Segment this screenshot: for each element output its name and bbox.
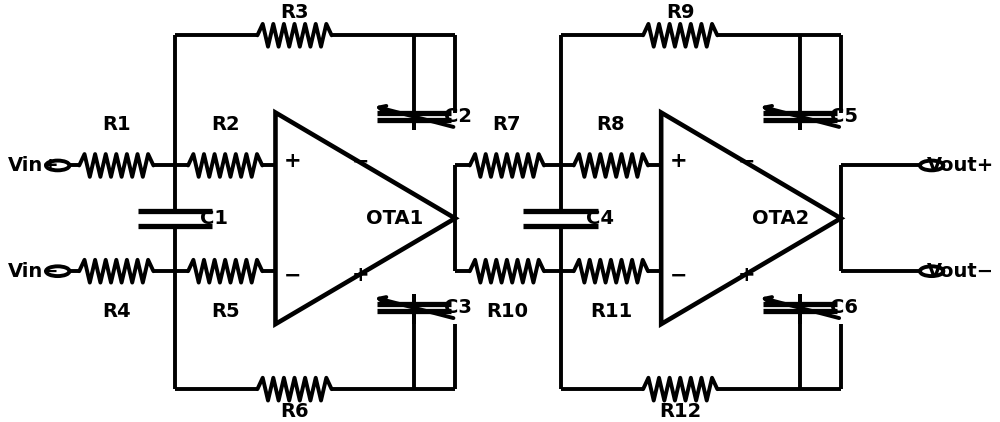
Text: R10: R10: [486, 303, 528, 322]
Text: R9: R9: [666, 3, 694, 22]
Text: −: −: [284, 265, 302, 285]
Text: R11: R11: [590, 303, 632, 322]
Text: OTA2: OTA2: [752, 209, 809, 228]
Text: +: +: [352, 265, 369, 285]
Text: Vout−: Vout−: [927, 262, 995, 281]
Text: C5: C5: [830, 107, 858, 126]
Text: +: +: [670, 151, 688, 171]
Text: Vin+: Vin+: [7, 156, 59, 175]
Text: R3: R3: [280, 3, 309, 22]
Text: Vout+: Vout+: [927, 156, 995, 175]
Text: −: −: [352, 151, 369, 171]
Text: R2: R2: [211, 115, 239, 134]
Text: R1: R1: [102, 115, 131, 134]
Text: R12: R12: [659, 402, 701, 421]
Text: R8: R8: [597, 115, 625, 134]
Text: R5: R5: [211, 303, 239, 322]
Text: +: +: [284, 151, 302, 171]
Text: C1: C1: [200, 209, 228, 228]
Text: C4: C4: [586, 209, 614, 228]
Text: +: +: [737, 265, 755, 285]
Text: R6: R6: [280, 402, 309, 421]
Text: OTA1: OTA1: [366, 209, 423, 228]
Text: −: −: [670, 265, 688, 285]
Text: C3: C3: [444, 298, 472, 317]
Text: C2: C2: [444, 107, 472, 126]
Text: Vin−: Vin−: [7, 262, 59, 281]
Text: −: −: [737, 151, 755, 171]
Text: C6: C6: [830, 298, 858, 317]
Text: R4: R4: [102, 303, 131, 322]
Text: R7: R7: [493, 115, 521, 134]
